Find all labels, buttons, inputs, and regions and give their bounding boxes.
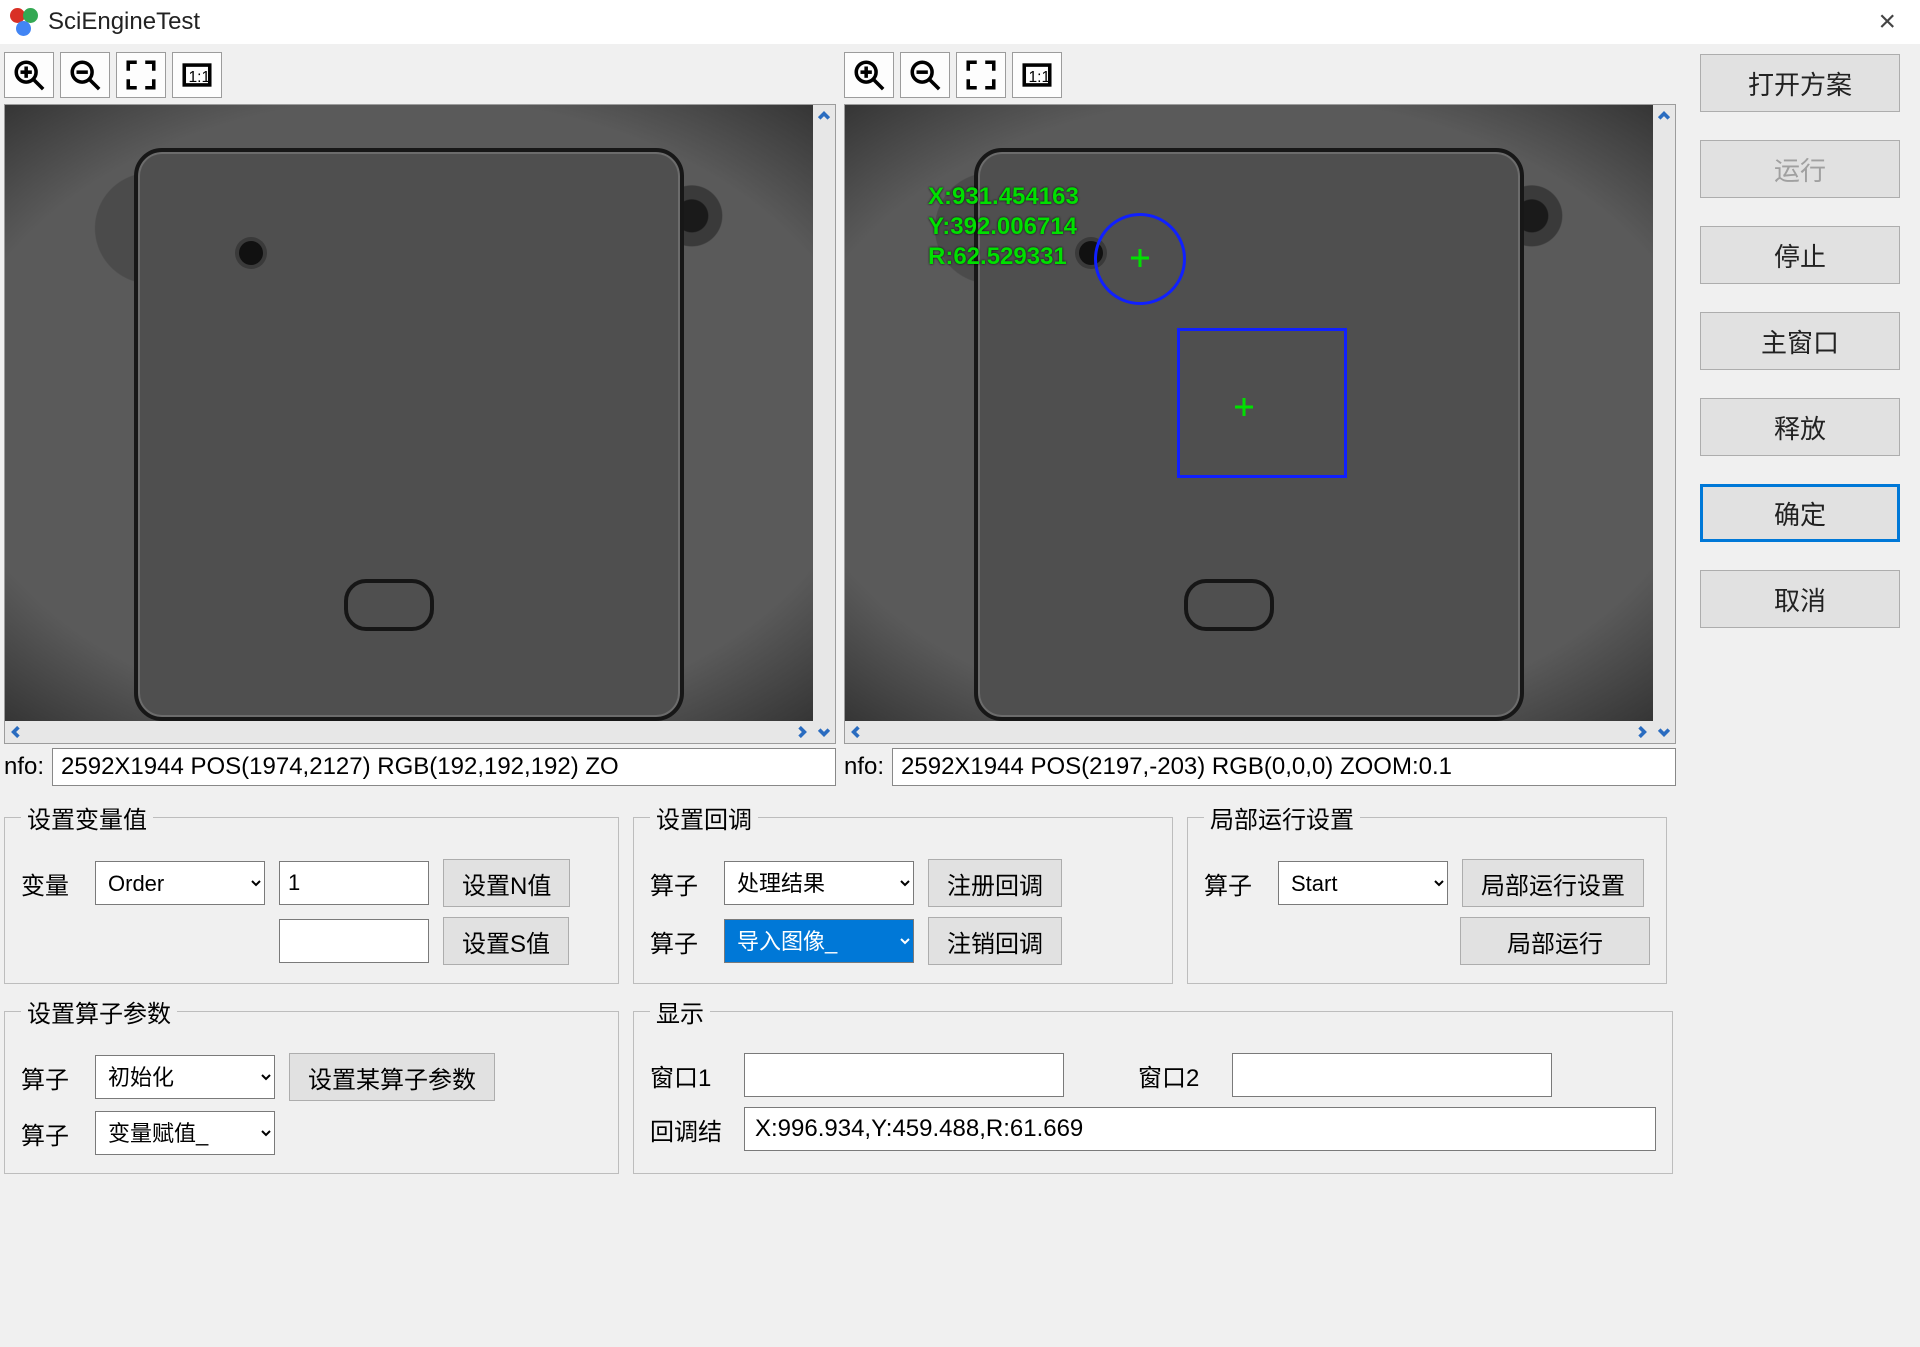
svg-text:1:1: 1:1	[1029, 69, 1051, 86]
unregister-callback-button[interactable]: 注销回调	[928, 917, 1062, 965]
scroll-right-icon[interactable]	[1631, 721, 1653, 743]
s-value-input[interactable]	[279, 919, 429, 963]
partial-run-settings-button[interactable]: 局部运行设置	[1462, 859, 1644, 907]
panel-legend: 设置回调	[650, 800, 758, 835]
vertical-scrollbar[interactable]	[1653, 105, 1675, 743]
callback-select-2[interactable]: 导入图像_	[724, 919, 914, 963]
viewer-right-canvas[interactable]: X:931.454163 Y:392.006714 R:62.529331	[844, 104, 1676, 744]
op-label: 算子	[1204, 866, 1264, 901]
app-icon	[10, 8, 38, 36]
op-label: 算子	[650, 866, 710, 901]
ok-button[interactable]: 确定	[1700, 484, 1900, 542]
overlay-coords-text: X:931.454163 Y:392.006714 R:62.529331	[928, 182, 1079, 272]
fit-screen-icon[interactable]	[116, 52, 166, 98]
camera-image	[5, 105, 813, 721]
window-title: SciEngineTest	[48, 8, 1864, 36]
set-s-button[interactable]: 设置S值	[443, 917, 569, 965]
zoom-in-icon[interactable]	[844, 52, 894, 98]
zoom-in-icon[interactable]	[4, 52, 54, 98]
status-prefix: nfo:	[844, 753, 884, 781]
viewer-right: 1:1 X:931.454163 Y:392.006714 R:62.52933…	[844, 50, 1676, 786]
var-select[interactable]: Order	[95, 861, 265, 905]
panel-legend: 显示	[650, 994, 710, 1029]
actual-size-icon[interactable]: 1:1	[172, 52, 222, 98]
viewer-right-toolbar: 1:1	[844, 50, 1676, 104]
panel-operator-params: 设置算子参数 算子 初始化 设置某算子参数 算子 变量赋值_	[4, 994, 619, 1174]
operator-select-2[interactable]: 变量赋值_	[95, 1111, 275, 1155]
release-button[interactable]: 释放	[1700, 398, 1900, 456]
set-n-button[interactable]: 设置N值	[443, 859, 570, 907]
win1-label: 窗口1	[650, 1058, 730, 1093]
panel-set-callback: 设置回调 算子 处理结果 注册回调 算子 导入图像_ 注销回调	[633, 800, 1173, 984]
overlay-circle-center-cross-icon	[1131, 249, 1149, 267]
cancel-button[interactable]: 取消	[1700, 570, 1900, 628]
viewer-left: 1:1	[4, 50, 836, 786]
status-text: 2592X1944 POS(1974,2127) RGB(192,192,192…	[52, 748, 836, 786]
operator-select-1[interactable]: 初始化	[95, 1055, 275, 1099]
viewer-left-status: nfo: 2592X1944 POS(1974,2127) RGB(192,19…	[4, 748, 836, 786]
op-label: 算子	[21, 1060, 81, 1095]
op-label: 算子	[650, 924, 710, 959]
scroll-up-icon[interactable]	[1653, 105, 1675, 127]
panel-legend: 设置变量值	[21, 800, 153, 835]
set-operator-params-button[interactable]: 设置某算子参数	[289, 1053, 495, 1101]
result-label: 回调结	[650, 1112, 730, 1147]
win2-label: 窗口2	[1138, 1058, 1218, 1093]
win1-value	[744, 1053, 1064, 1097]
win2-value	[1232, 1053, 1552, 1097]
zoom-out-icon[interactable]	[900, 52, 950, 98]
run-button[interactable]: 运行	[1700, 140, 1900, 198]
status-prefix: nfo:	[4, 753, 44, 781]
zoom-out-icon[interactable]	[60, 52, 110, 98]
panel-set-variable: 设置变量值 变量 Order 设置N值 _ 设置S值	[4, 800, 619, 984]
close-icon[interactable]: ×	[1864, 7, 1910, 37]
scroll-down-icon[interactable]	[1653, 721, 1675, 743]
main-window-button[interactable]: 主窗口	[1700, 312, 1900, 370]
scroll-right-icon[interactable]	[791, 721, 813, 743]
viewers-row: 1:1	[4, 50, 1676, 786]
horizontal-scrollbar[interactable]	[845, 721, 1653, 743]
viewer-right-status: nfo: 2592X1944 POS(2197,-203) RGB(0,0,0)…	[844, 748, 1676, 786]
open-plan-button[interactable]: 打开方案	[1700, 54, 1900, 112]
partial-run-button[interactable]: 局部运行	[1460, 917, 1650, 965]
viewer-left-canvas[interactable]	[4, 104, 836, 744]
panel-legend: 设置算子参数	[21, 994, 177, 1029]
vertical-scrollbar[interactable]	[813, 105, 835, 743]
viewer-left-toolbar: 1:1	[4, 50, 836, 104]
panel-display: 显示 窗口1 窗口2 回调结 X:996.934,Y:459.488,R:61.…	[633, 994, 1673, 1174]
fit-screen-icon[interactable]	[956, 52, 1006, 98]
titlebar: SciEngineTest ×	[0, 0, 1920, 44]
svg-text:1:1: 1:1	[189, 69, 211, 86]
stop-button[interactable]: 停止	[1700, 226, 1900, 284]
status-text: 2592X1944 POS(2197,-203) RGB(0,0,0) ZOOM…	[892, 748, 1676, 786]
scroll-down-icon[interactable]	[813, 721, 835, 743]
callback-result: X:996.934,Y:459.488,R:61.669	[744, 1107, 1656, 1151]
sidebar: 打开方案 运行 停止 主窗口 释放 确定 取消	[1680, 44, 1920, 1347]
overlay-roi-rect	[1177, 328, 1347, 478]
register-callback-button[interactable]: 注册回调	[928, 859, 1062, 907]
scroll-left-icon[interactable]	[5, 721, 27, 743]
op-label: 算子	[21, 1116, 81, 1151]
panel-legend: 局部运行设置	[1204, 800, 1360, 835]
horizontal-scrollbar[interactable]	[5, 721, 813, 743]
scroll-left-icon[interactable]	[845, 721, 867, 743]
run-start-select[interactable]: Start	[1278, 861, 1448, 905]
panel-partial-run: 局部运行设置 算子 Start 局部运行设置 局部运行	[1187, 800, 1667, 984]
overlay-center-cross-icon	[1235, 398, 1253, 416]
var-label: 变量	[21, 866, 81, 901]
n-value-input[interactable]	[279, 861, 429, 905]
actual-size-icon[interactable]: 1:1	[1012, 52, 1062, 98]
callback-select-1[interactable]: 处理结果	[724, 861, 914, 905]
scroll-up-icon[interactable]	[813, 105, 835, 127]
